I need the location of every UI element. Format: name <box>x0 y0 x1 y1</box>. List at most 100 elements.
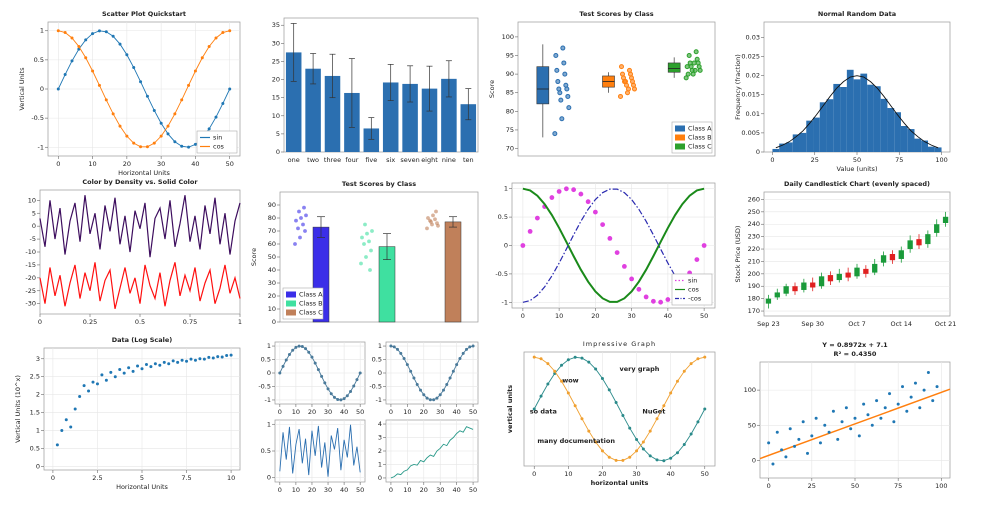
y-tick-label: 75 <box>506 126 514 134</box>
data-point <box>436 223 440 228</box>
data-point <box>91 32 95 36</box>
data-point <box>82 384 86 388</box>
chart-title: Normal Random Data <box>818 10 896 18</box>
data-point <box>100 373 104 377</box>
data-point <box>692 67 698 73</box>
density-curve <box>775 75 939 149</box>
x-tick-label: eight <box>421 156 438 164</box>
y-tick-label: 1 <box>40 27 44 35</box>
candle-body <box>827 275 834 282</box>
legend-box <box>196 130 238 154</box>
y-tick-label: 0.005 <box>741 129 760 137</box>
y-tick-label: 30 <box>272 39 280 47</box>
data-point <box>465 347 468 351</box>
x-tick-label: four <box>345 156 358 164</box>
data-point <box>621 413 625 417</box>
y-tick-label: 10 <box>272 112 280 120</box>
data-point <box>363 222 367 227</box>
data-point <box>332 395 336 399</box>
data-point <box>97 83 101 87</box>
data-point <box>571 187 577 193</box>
x-tick-label: 20 <box>598 470 606 478</box>
x-tick-label: 30 <box>324 486 332 494</box>
y-tick-label: 260 <box>748 195 760 203</box>
data-point <box>563 186 569 192</box>
y-tick-label: 2.5 <box>30 373 40 381</box>
x-tick-label: 20 <box>420 486 428 494</box>
y-tick-label: 0 <box>272 318 276 326</box>
data-point <box>635 437 639 441</box>
data-point <box>913 381 917 385</box>
y-tick-label: 0.5 <box>498 213 508 221</box>
data-point <box>635 449 639 453</box>
data-point <box>153 362 157 366</box>
box <box>667 62 681 73</box>
data-point <box>287 353 291 357</box>
y-tick-label: 2 <box>36 391 40 399</box>
bar <box>792 134 800 152</box>
data-point <box>844 406 848 410</box>
data-point <box>888 392 892 396</box>
x-axis-label: Value (units) <box>837 165 878 173</box>
bar <box>441 78 457 152</box>
bar <box>402 83 418 152</box>
x-tick-label: 40 <box>453 486 461 494</box>
y-tick-label: 0.5 <box>30 444 40 452</box>
x-tick-label: 10 <box>403 408 411 416</box>
y-tick-label: -1 <box>265 396 271 404</box>
data-point <box>607 388 611 392</box>
x-tick-label: 50 <box>356 408 364 416</box>
y-tick-label: -20 <box>25 274 36 282</box>
y-tick-label: 200 <box>748 270 760 278</box>
data-point <box>294 218 298 223</box>
legend-label: Class B <box>688 134 712 142</box>
legend-label: sin <box>688 277 697 285</box>
legend-label: cos <box>213 143 225 151</box>
data-point <box>555 79 561 85</box>
y-tick-label: 25 <box>272 57 280 65</box>
data-point <box>693 49 699 55</box>
x-tick-label: 30 <box>436 486 444 494</box>
data-point <box>621 458 625 462</box>
y-tick-label: 0 <box>267 369 271 377</box>
x-tick-label: seven <box>400 156 419 164</box>
data-point <box>323 381 327 385</box>
x-tick-label: ten <box>463 156 474 164</box>
data-point <box>300 345 304 349</box>
y-tick-label: -1 <box>38 143 44 151</box>
data-point <box>788 427 792 431</box>
data-point <box>532 355 536 359</box>
data-point <box>412 376 416 380</box>
data-point <box>145 94 149 98</box>
data-point <box>471 344 475 348</box>
y-tick-label: -0.5 <box>258 382 271 390</box>
data-point <box>91 69 95 73</box>
x-tick-label: Oct 21 <box>935 320 957 328</box>
data-point <box>187 145 191 149</box>
candle-body <box>916 239 922 246</box>
data-point <box>144 363 148 367</box>
y-tick-label: -0.5 <box>495 270 508 278</box>
data-point <box>214 115 218 119</box>
y-tick-label: 0.5 <box>261 356 271 364</box>
data-point <box>207 45 211 49</box>
data-point <box>620 71 625 77</box>
data-point <box>189 357 193 361</box>
y-tick-label: 70 <box>506 145 514 153</box>
data-point <box>573 404 577 408</box>
data-point <box>559 116 565 122</box>
data-point <box>556 86 562 92</box>
annotation: many documentation <box>537 437 615 445</box>
data-point <box>532 407 536 411</box>
y-tick-label: -30 <box>25 300 36 308</box>
data-point <box>694 56 700 62</box>
x-tick-label: 50 <box>469 408 477 416</box>
y-tick-label: 0.03 <box>746 33 760 41</box>
y-tick-label: 0.5 <box>34 56 44 64</box>
data-point <box>158 363 162 367</box>
data-point <box>641 447 645 451</box>
chart-subtitle: R² = 0.4350 <box>834 350 877 358</box>
data-point <box>118 368 122 372</box>
x-tick-label: 30 <box>324 408 332 416</box>
data-point <box>650 298 656 304</box>
